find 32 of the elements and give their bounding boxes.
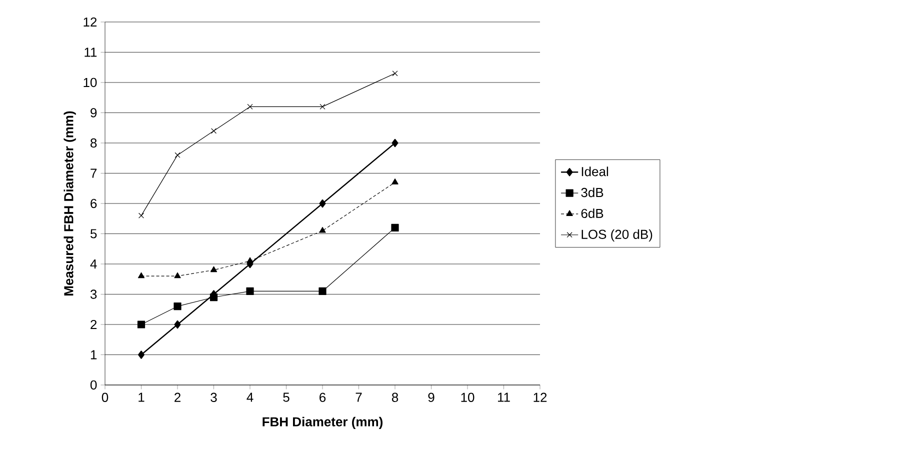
y-tick-label: 5 xyxy=(90,229,97,238)
y-tick-label: 4 xyxy=(90,260,97,268)
x-tick-label: 10 xyxy=(461,392,474,402)
y-tick-label: 3 xyxy=(90,290,97,299)
x-tick-label: 5 xyxy=(283,392,290,402)
y-tick-label: 2 xyxy=(90,320,97,330)
x-tick-label: 4 xyxy=(246,392,254,402)
legend-label: 6dB xyxy=(581,208,604,218)
x-tick-label: 7 xyxy=(356,392,362,402)
legend-label: 3dB xyxy=(581,188,604,198)
x-tick-label: 8 xyxy=(392,392,398,402)
legend-label: LOS (20 dB) xyxy=(582,229,652,242)
x-axis-title: FBH Diameter (mm) xyxy=(262,416,383,429)
x-tick-label: 12 xyxy=(534,392,547,402)
x-tick-label: 1 xyxy=(138,392,144,402)
y-tick-label: 1 xyxy=(90,350,97,360)
x-tick-label: 6 xyxy=(320,392,326,402)
y-tick-label: 10 xyxy=(84,78,97,88)
y-tick-label: 0 xyxy=(90,380,97,390)
x-tick-label: 0 xyxy=(102,392,108,402)
y-tick-label: 7 xyxy=(90,168,97,178)
y-tick-label: 6 xyxy=(90,198,97,208)
y-axis-title: Measured FBH Diameter (mm) xyxy=(64,111,76,296)
x-tick-label: 3 xyxy=(210,392,217,402)
legend-label: Ideal xyxy=(582,166,608,176)
y-tick-label: 12 xyxy=(84,17,97,27)
y-tick-label: 8 xyxy=(90,138,97,148)
x-tick-label: 2 xyxy=(174,392,180,402)
x-tick-label: 9 xyxy=(428,392,434,402)
y-tick-label: 11 xyxy=(84,48,97,57)
x-tick-label: 11 xyxy=(498,392,510,402)
y-tick-label: 9 xyxy=(90,108,97,118)
